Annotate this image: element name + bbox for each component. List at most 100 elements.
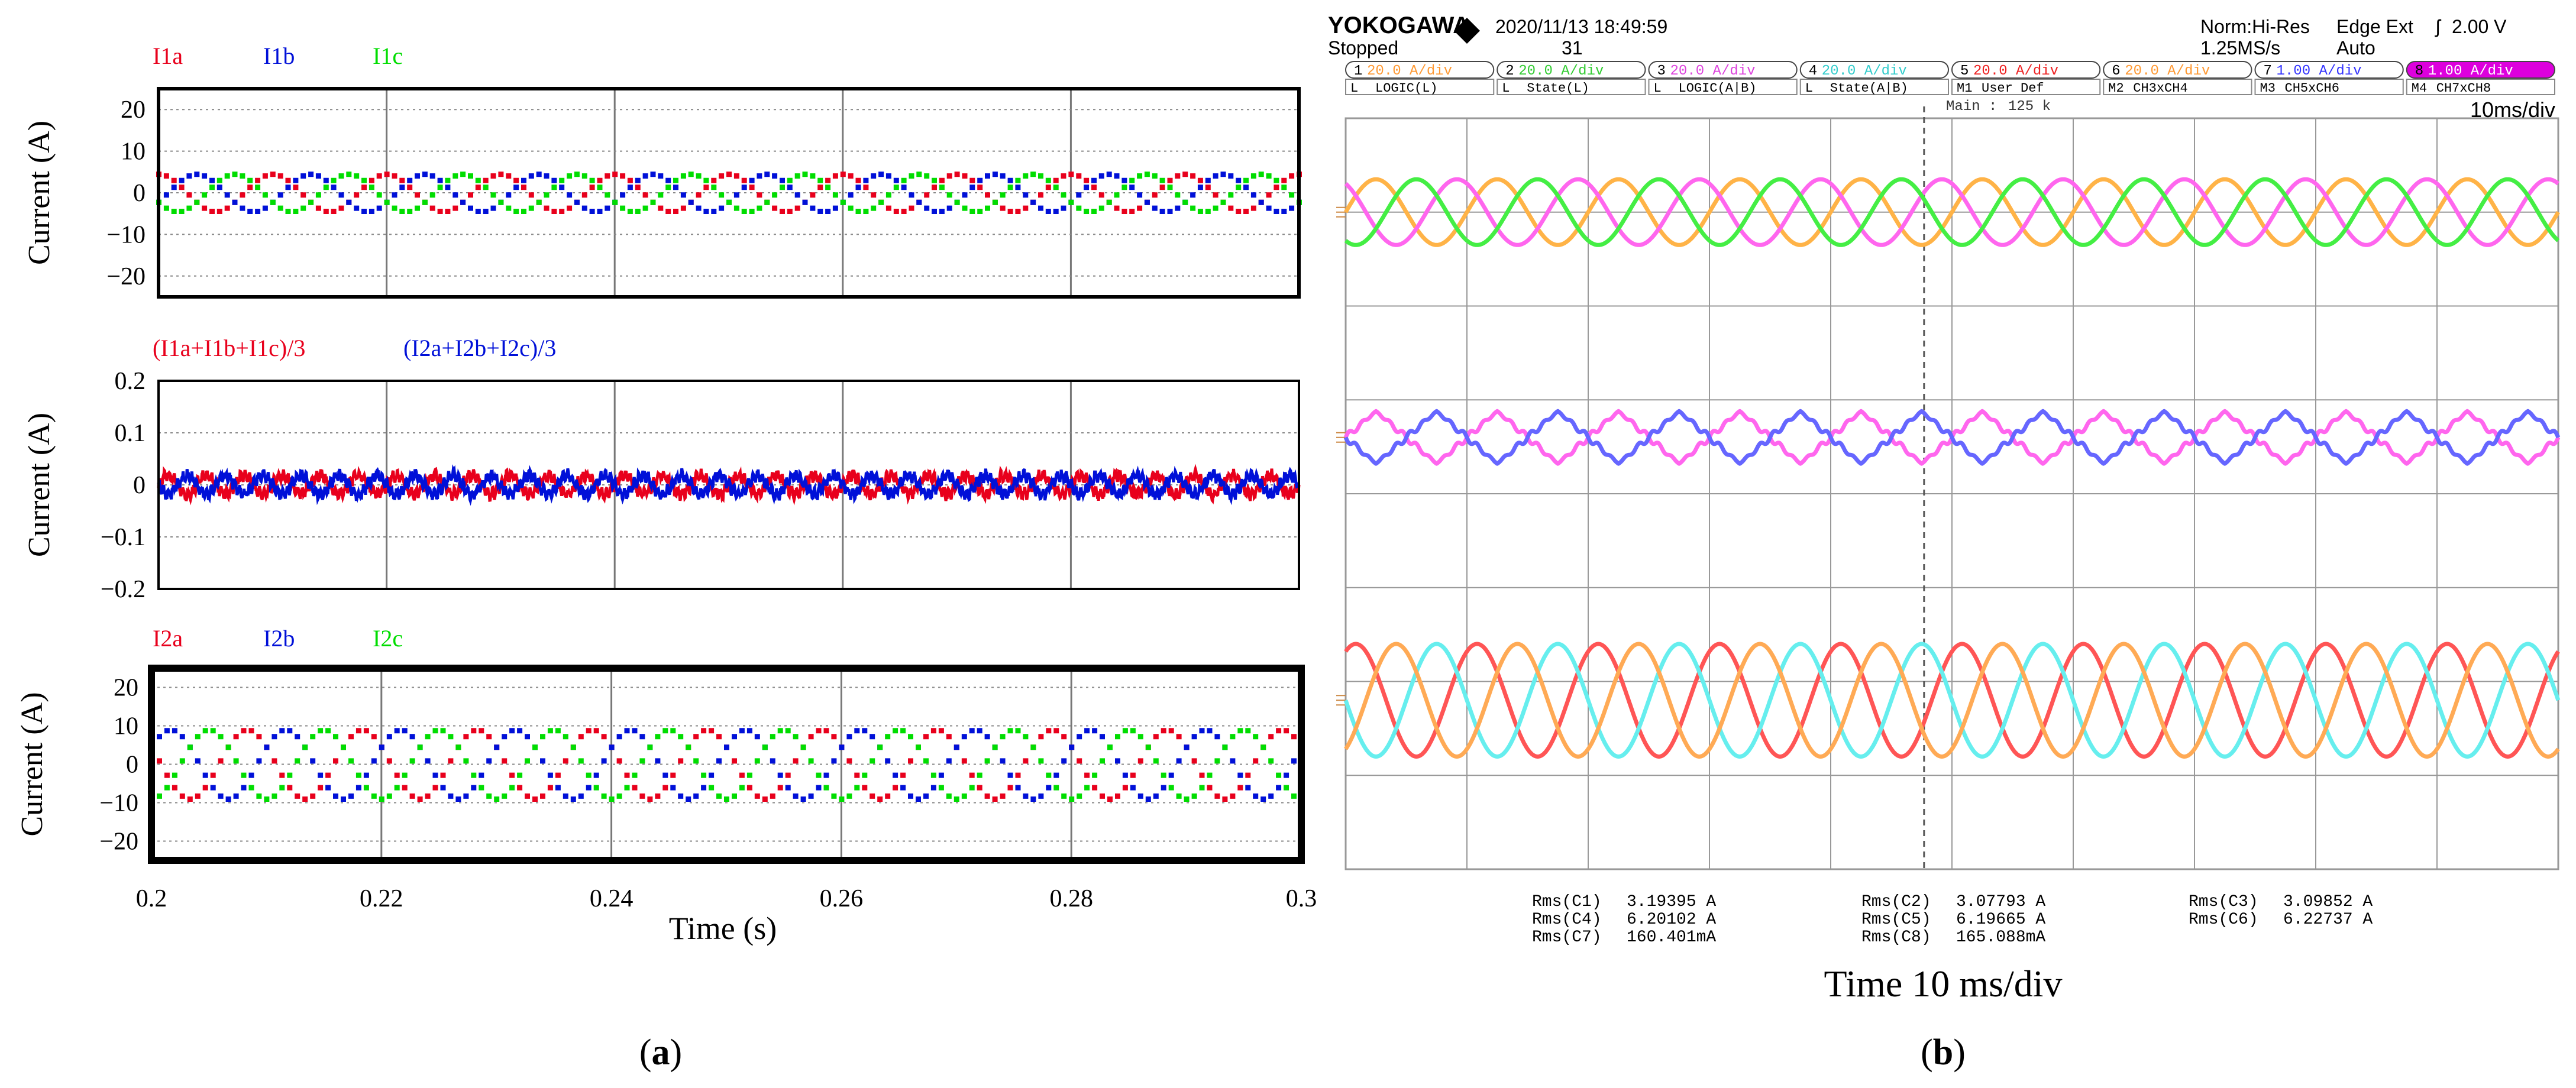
- logic-item-2[interactable]: L LOGIC(A|B): [1648, 79, 1798, 96]
- y-tick-label: 0: [133, 180, 146, 207]
- logic-tag: M3: [2260, 81, 2276, 96]
- scope-brand: YOKOGAWA: [1328, 12, 1470, 38]
- logic-item-4[interactable]: M1 User Def: [1951, 79, 2101, 96]
- channel-number: 4: [1809, 63, 1817, 79]
- channel-scale: 20.0 A/div: [1518, 63, 1604, 79]
- channel-scale: 20.0 A/div: [1670, 63, 1756, 79]
- ground-marker-icon: [1336, 206, 1346, 218]
- logic-item-0[interactable]: L LOGIC(L): [1345, 79, 1495, 96]
- series-I1c: [156, 171, 1302, 214]
- y-tick-label: −10: [106, 221, 146, 248]
- series-I1a: [156, 171, 1302, 214]
- channel-number: 3: [1657, 63, 1666, 79]
- channel-badge-bg: [2254, 61, 2404, 79]
- logic-item-bg: [1648, 79, 1798, 95]
- plot-frame: [157, 380, 1300, 590]
- rms-value: 6.22737 A: [2283, 911, 2373, 929]
- channel-badge-bg: [1345, 61, 1495, 79]
- channel-scale: 1.00 A/div: [2277, 63, 2362, 79]
- rms-label: Rms(C3): [2189, 893, 2258, 911]
- logic-item-bg: [1951, 79, 2101, 95]
- channel-badge-6[interactable]: 6 20.0 A/div: [2103, 61, 2252, 79]
- logic-item-7[interactable]: M4 CH7xCH8: [2406, 79, 2555, 96]
- logic-tag: M1: [1957, 81, 1972, 96]
- channel-badge-5[interactable]: 5 20.0 A/div: [1951, 61, 2101, 79]
- channel-badge-3[interactable]: 3 20.0 A/div: [1648, 61, 1798, 79]
- logic-item-6[interactable]: M3 CH5xCH6: [2254, 79, 2404, 96]
- logic-item-bg: [1497, 79, 1646, 95]
- rms-value: 160.401mA: [1627, 928, 1716, 947]
- scope-main-label: Main :: [1946, 99, 1997, 115]
- y-tick-label: −10: [99, 790, 138, 817]
- scope-trace-C7: [1343, 409, 2561, 466]
- rms-label: Rms(C2): [1861, 893, 1931, 911]
- logic-tag: L: [1350, 81, 1358, 96]
- logic-item-5[interactable]: M2 CH3xCH4: [2103, 79, 2252, 96]
- channel-badge-bg: [1799, 61, 1949, 79]
- series-markers: [156, 171, 1302, 214]
- series-line: [157, 464, 1301, 506]
- scope-acq-count: 31: [1562, 37, 1583, 59]
- logic-item-1[interactable]: L State(L): [1497, 79, 1646, 96]
- scope-sample-rate: 1.25MS/s: [2200, 37, 2280, 59]
- y-tick-label: −0.1: [101, 524, 146, 551]
- logic-text: LOGIC(L): [1375, 81, 1438, 96]
- series-I1b: [156, 171, 1302, 214]
- channel-badge-8[interactable]: 8 1.00 A/div: [2406, 61, 2555, 79]
- scope-header: YOKOGAWA Stopped 2020/11/13 18:49:59 31 …: [1328, 12, 2507, 59]
- scope-trace-C3: [1344, 177, 2560, 247]
- legend-i1a: I1a: [153, 43, 183, 69]
- channel-badge-7[interactable]: 7 1.00 A/div: [2254, 61, 2404, 79]
- series-markers: [156, 171, 1302, 214]
- scope-trace-C5: [1344, 642, 2560, 759]
- logic-text: CH3xCH4: [2133, 81, 2187, 96]
- legend-i2a: I2a: [153, 625, 183, 652]
- channel-scale: 20.0 A/div: [1822, 63, 1907, 79]
- channel-badge-1[interactable]: 1 20.0 A/div: [1345, 61, 1495, 79]
- panel-label-b: (b): [1921, 1032, 1966, 1073]
- scope-trace-C2: [1344, 177, 2560, 247]
- scope-channel-row: 1 20.0 A/div 2 20.0 A/div 3 20.0 A/div 4 20.0 A…: [1345, 61, 2555, 79]
- logic-tag: L: [1654, 81, 1662, 96]
- plot-frame: [148, 665, 1305, 864]
- y-axis-label: Current (A): [22, 121, 56, 265]
- logic-text: CH7xCH8: [2436, 81, 2491, 96]
- channel-badge-bg: [1497, 61, 1646, 79]
- logic-text: CH5xCH6: [2285, 81, 2339, 96]
- rms-label: Rms(C8): [1861, 928, 1931, 947]
- channel-number: 8: [2415, 63, 2423, 79]
- y-tick-label: 0.1: [115, 420, 146, 447]
- channel-badge-bg: [1951, 61, 2101, 79]
- scope-status: Stopped: [1328, 37, 1398, 59]
- scope-trigger: Edge Ext: [2336, 16, 2413, 37]
- y-tick-label: 10: [121, 138, 146, 166]
- channel-badge-2[interactable]: 2 20.0 A/div: [1497, 61, 1646, 79]
- series-markers: [156, 171, 1302, 214]
- panel-b-oscilloscope: YOKOGAWA Stopped 2020/11/13 18:49:59 3 1 …: [1328, 12, 2561, 1073]
- y-axis-label: Current (A): [22, 413, 56, 557]
- scope-screen: [1336, 106, 2561, 870]
- channel-badge-bg: [2103, 61, 2252, 79]
- channel-scale: 20.0 A/div: [1973, 63, 2058, 79]
- x-tick-label: 0.26: [820, 885, 864, 912]
- scope-mode: Norm:Hi-Res: [2200, 16, 2310, 37]
- logic-text: LOGIC(A|B): [1679, 81, 1757, 96]
- x-tick-label: 0.24: [590, 885, 634, 912]
- rms-value: 165.088mA: [1956, 928, 2045, 947]
- panel-label-a: (a): [639, 1032, 682, 1073]
- rms-value: 6.20102 A: [1627, 911, 1716, 929]
- logic-item-bg: [1345, 79, 1495, 95]
- legend-i2b: I2b: [263, 625, 295, 652]
- legend-i2-avg: (I2a+I2b+I2c)/3: [403, 335, 556, 361]
- logic-item-bg: [1799, 79, 1949, 95]
- channel-number: 2: [1505, 63, 1514, 79]
- channel-badge-4[interactable]: 4 20.0 A/div: [1799, 61, 1949, 79]
- panel-a: I1a I1b I1c −20 −10 0 10 20 Current (A) (I1a+…: [15, 43, 1317, 1073]
- y-tick-label: −20: [99, 828, 138, 856]
- scope-logic-row: L LOGIC(L) L State(L) L LOGIC(A|B) L State(A|B)…: [1345, 79, 2555, 96]
- logic-tag: L: [1502, 81, 1510, 96]
- series-(I2a+I2b+I2c)/3: [157, 464, 1301, 506]
- logic-item-3[interactable]: L State(A|B): [1799, 79, 1949, 96]
- x-axis-label-a: Time (s): [669, 911, 777, 946]
- plot-zero-sequence: −0.2 −0.1 0 0.1 0.2 Current (A): [22, 368, 1301, 603]
